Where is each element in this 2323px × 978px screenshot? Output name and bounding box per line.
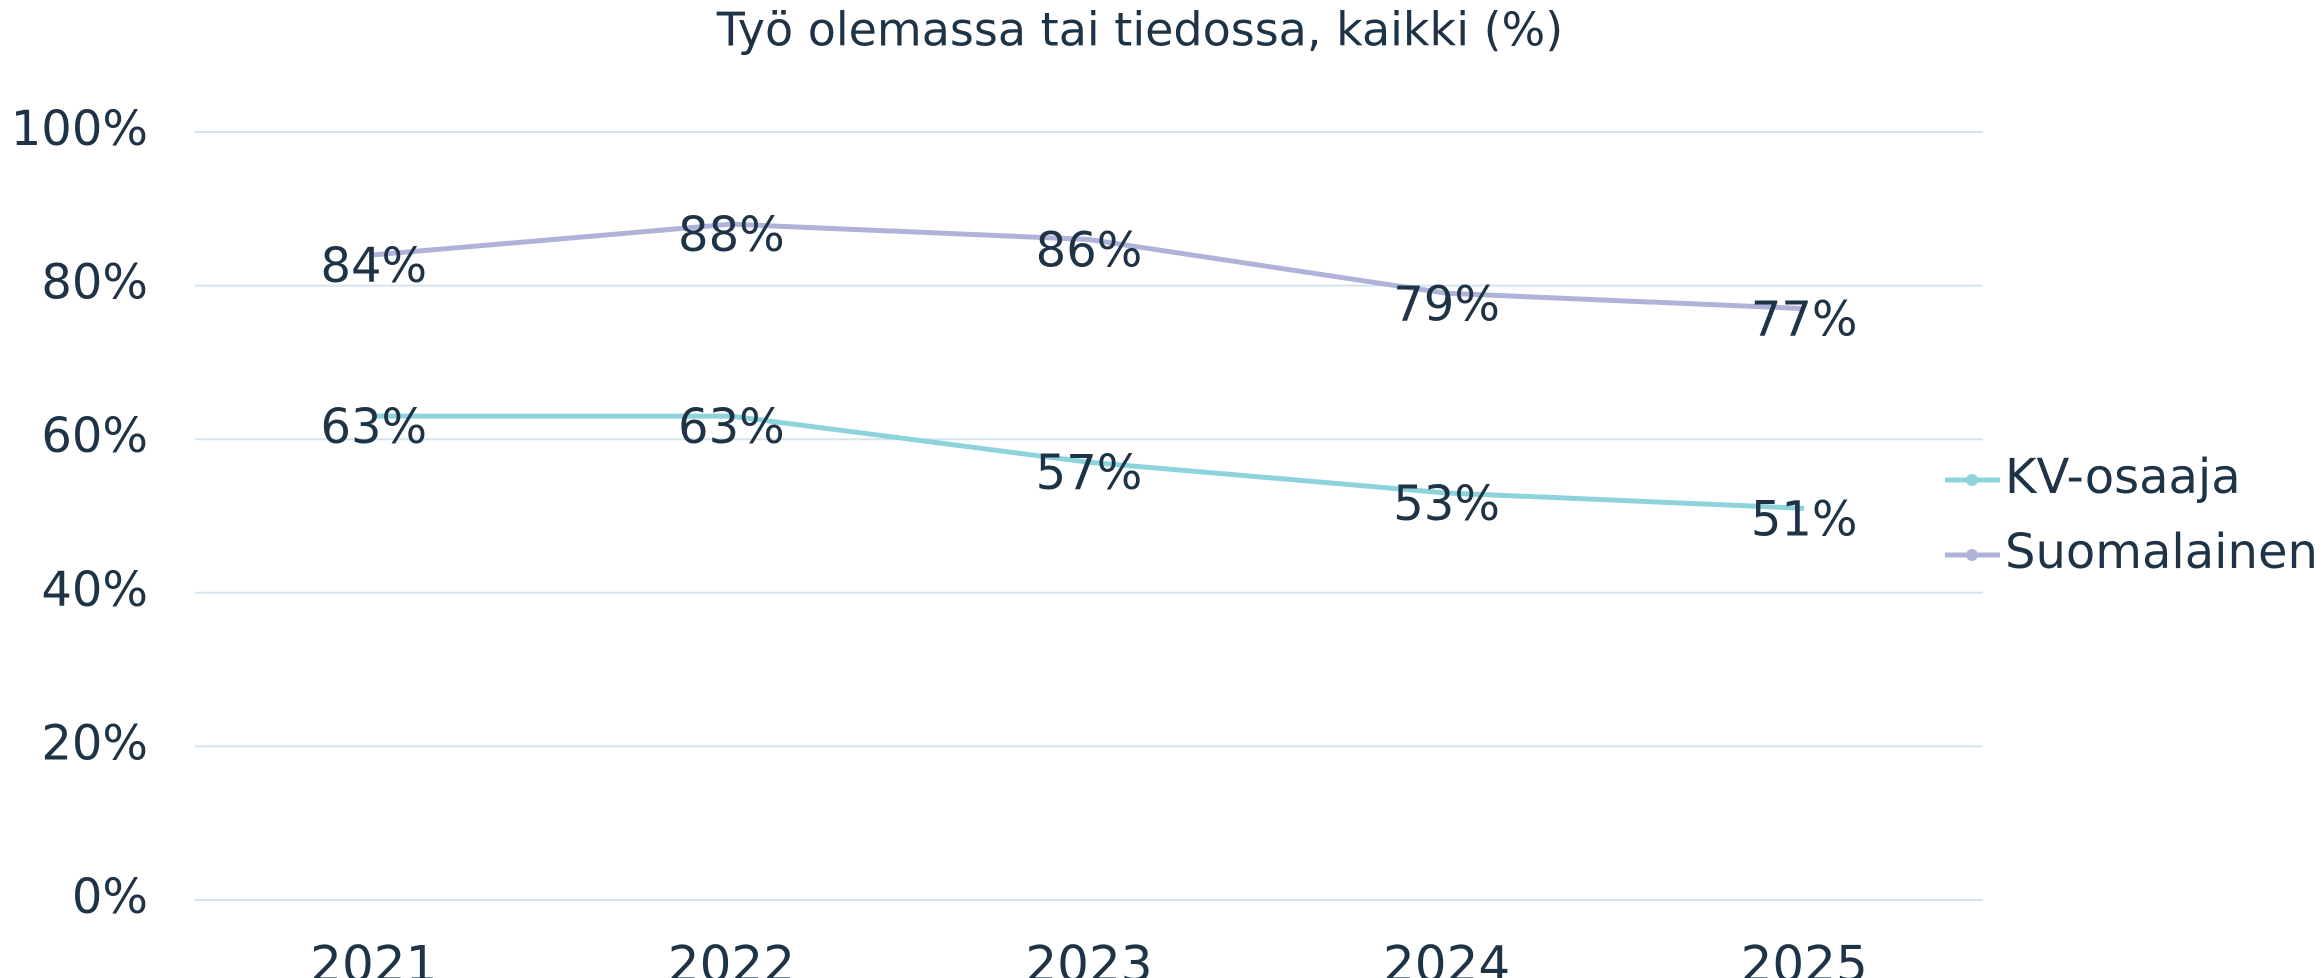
legend-marker (1966, 474, 1978, 486)
y-tick-label: 80% (41, 255, 148, 311)
x-tick-label: 2021 (310, 936, 437, 978)
legend-label: Suomalainen (2005, 524, 2318, 580)
data-label: 88% (678, 207, 785, 263)
data-label: 84% (320, 238, 427, 294)
legend-marker (1966, 549, 1978, 561)
y-tick-label: 40% (41, 562, 148, 618)
x-tick-label: 2024 (1383, 936, 1510, 978)
x-tick-label: 2022 (668, 936, 795, 978)
data-label: 63% (320, 399, 427, 455)
data-label: 86% (1036, 223, 1143, 279)
data-label: 57% (1036, 445, 1143, 501)
x-tick-label: 2023 (1025, 936, 1152, 978)
data-label: 79% (1393, 276, 1500, 332)
y-tick-label: 20% (41, 715, 148, 771)
x-tick-label: 2025 (1741, 936, 1868, 978)
y-tick-label: 60% (41, 408, 148, 464)
legend-label: KV-osaaja (2005, 449, 2241, 505)
y-tick-label: 100% (11, 101, 148, 157)
chart-title: Työ olemassa tai tiedossa, kaikki (%) (716, 3, 1563, 57)
data-label: 51% (1751, 491, 1858, 547)
y-tick-label: 0% (72, 869, 148, 925)
data-label: 63% (678, 399, 785, 455)
series-line (373, 221, 1805, 312)
data-label: 53% (1393, 476, 1500, 532)
data-label: 77% (1751, 292, 1858, 348)
series-line (373, 413, 1805, 511)
